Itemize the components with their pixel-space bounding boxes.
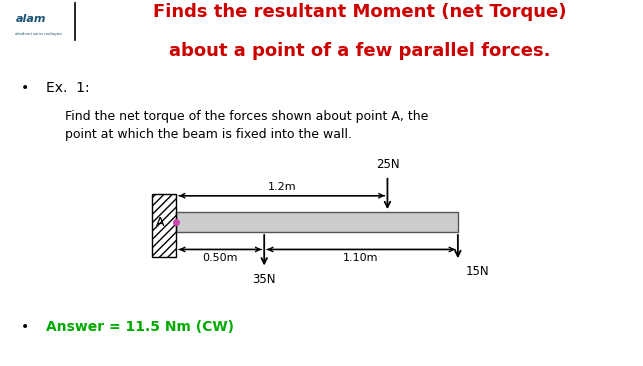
Text: Finds the resultant Moment (net Torque): Finds the resultant Moment (net Torque) — [153, 3, 566, 21]
Text: A: A — [156, 216, 165, 228]
Text: •: • — [21, 81, 29, 95]
Text: about a point of a few parallel forces.: about a point of a few parallel forces. — [169, 42, 550, 60]
Bar — [176, 212, 458, 232]
Text: 15N: 15N — [466, 265, 489, 278]
Text: alam: alam — [15, 14, 46, 24]
Text: 35N: 35N — [253, 273, 276, 286]
Bar — [152, 194, 176, 257]
Text: •: • — [21, 320, 29, 334]
Text: 25N: 25N — [376, 158, 399, 171]
Text: Ex.  1:: Ex. 1: — [46, 81, 90, 95]
Text: 0.50m: 0.50m — [203, 253, 238, 263]
Text: 1.2m: 1.2m — [267, 182, 296, 192]
Text: Find the net torque of the forces shown about point A, the
point at which the be: Find the net torque of the forces shown … — [66, 111, 429, 141]
Text: 1.10m: 1.10m — [343, 253, 379, 263]
Text: akademi sains malaysia: akademi sains malaysia — [15, 32, 62, 36]
Text: Answer = 11.5 Nm (CW): Answer = 11.5 Nm (CW) — [46, 320, 234, 334]
